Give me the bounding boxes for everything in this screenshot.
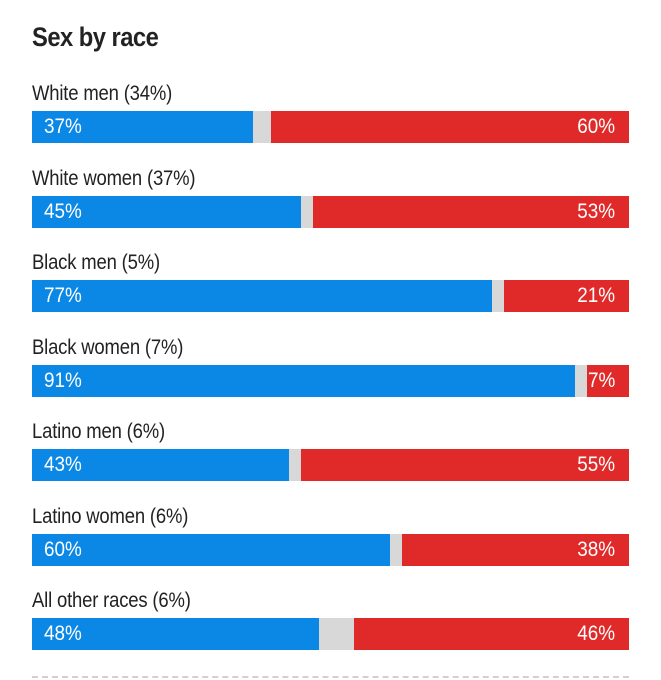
bar-segment-red [270,111,629,143]
bar-segment-blue [32,111,253,143]
bar-row: Latino women (6%) 60% 38% [32,505,629,569]
data-label-red: 55% [577,453,615,476]
data-label-red: 7% [587,368,615,392]
data-label-red: 21% [577,284,615,307]
data-label-blue: 45% [44,199,82,223]
bar-row: White men (34%) 37% 60% [32,82,629,146]
bar-segment-red [402,533,629,566]
category-label: Black men (5%) [32,251,160,274]
stacked-bar: 45% 53% [32,195,629,228]
bar-segment-blue [32,449,289,481]
bar-row: All other races (6%) 48% 46% [32,589,629,653]
data-label-blue: 43% [44,453,82,476]
category-label: White women (37%) [32,166,196,190]
data-label-blue: 91% [44,368,82,392]
bar-segment-blue [32,618,319,650]
bar-segment-red [354,618,629,650]
data-label-blue: 37% [44,115,82,138]
category-label: Latino men (6%) [32,420,165,443]
data-label-red: 38% [577,537,615,561]
category-label: All other races (6%) [32,589,191,612]
data-label-blue: 60% [44,537,82,561]
bar-segment-blue [32,195,301,228]
stacked-bar: 77% 21% [32,280,629,312]
bar-segment-blue [32,280,492,312]
stacked-bar: 43% 55% [32,449,629,481]
stacked-bar: 48% 46% [32,618,629,650]
stacked-bar: 60% 38% [32,533,629,566]
stacked-bar: 91% 7% [32,364,629,397]
bar-segment-blue [32,533,391,566]
bar-row: Black women (7%) 91% 7% [32,336,629,400]
chart-title: Sex by race [32,22,159,52]
data-label-blue: 48% [44,622,82,645]
bar-segment-red [312,195,629,228]
bar-row: Black men (5%) 77% 21% [32,251,629,315]
bar-segment-red [300,449,629,481]
data-label-red: 46% [577,622,615,645]
category-label: Black women (7%) [32,335,184,359]
bar-segment-blue [32,364,576,397]
data-label-red: 53% [577,199,615,223]
bar-row: White women (37%) 45% 53% [32,167,629,231]
chart: Sex by race White men (34%) 37% 60% White w… [32,0,629,680]
bar-segment-red [503,280,629,312]
stacked-bar: 37% 60% [32,111,629,143]
data-label-red: 60% [577,115,615,138]
bar-row: Latino men (6%) 43% 55% [32,420,629,484]
bar-segment-red [587,364,629,397]
category-label: Latino women (6%) [32,504,189,528]
data-label-blue: 77% [44,284,82,307]
section-divider [32,676,629,678]
category-label: White men (34%) [32,82,173,105]
